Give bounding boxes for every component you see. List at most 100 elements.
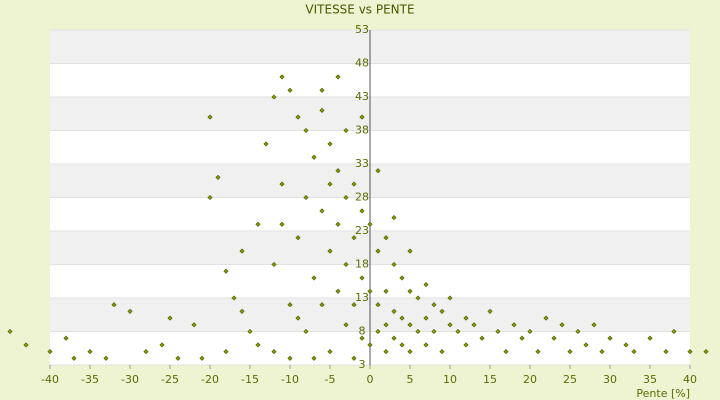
point — [343, 261, 349, 268]
point — [279, 221, 285, 227]
point — [399, 315, 405, 321]
y-tick-label: 53 — [355, 23, 369, 36]
x-tick-label: 5 — [407, 373, 414, 386]
y-tick-label: 18 — [355, 258, 369, 271]
point — [543, 315, 549, 321]
point — [343, 194, 349, 201]
y-tick-label: 13 — [355, 291, 369, 304]
point — [255, 342, 261, 348]
x-tick-label: -10 — [281, 373, 299, 386]
point — [391, 261, 397, 268]
point — [479, 335, 485, 341]
point — [463, 342, 469, 348]
point — [327, 181, 333, 187]
point — [503, 349, 509, 355]
point — [247, 328, 253, 335]
point — [391, 308, 397, 314]
point — [663, 349, 669, 355]
point — [351, 355, 357, 361]
point — [567, 349, 573, 355]
x-tick-label: 25 — [563, 373, 577, 386]
point — [631, 349, 637, 355]
point — [207, 114, 213, 120]
point — [223, 349, 229, 355]
point — [439, 308, 445, 314]
point — [343, 127, 349, 134]
point — [239, 248, 245, 254]
y-tick-label: 8 — [359, 325, 366, 338]
point — [279, 74, 285, 80]
point — [287, 302, 293, 308]
point — [335, 288, 341, 294]
x-axis-label: Pente [%] — [636, 387, 690, 400]
point — [407, 248, 413, 254]
point — [303, 194, 309, 201]
x-tick-label: 10 — [443, 373, 457, 386]
point — [487, 308, 493, 314]
point — [391, 335, 397, 341]
point — [407, 322, 413, 328]
y-tick-label: 3 — [359, 358, 366, 371]
x-tick-label: -35 — [81, 373, 99, 386]
point — [367, 221, 373, 227]
point — [295, 235, 301, 241]
point — [391, 215, 397, 221]
point — [407, 288, 413, 294]
point — [239, 308, 245, 314]
x-tick-label: 35 — [643, 373, 657, 386]
point — [143, 349, 149, 355]
point — [295, 114, 301, 120]
x-tick-label: -20 — [201, 373, 219, 386]
point — [415, 295, 421, 301]
point — [359, 335, 365, 341]
y-tick-label: 28 — [355, 191, 369, 204]
point — [559, 322, 565, 328]
point — [375, 302, 381, 308]
point — [423, 282, 429, 288]
x-tick-label: -30 — [121, 373, 139, 386]
y-tick-label: 48 — [355, 57, 369, 70]
point — [367, 288, 373, 294]
point — [103, 355, 109, 361]
point — [279, 181, 285, 187]
point — [471, 322, 477, 328]
point — [343, 322, 349, 328]
point — [375, 168, 381, 174]
point — [319, 107, 325, 113]
point — [383, 235, 389, 241]
point — [599, 349, 605, 355]
x-tick-label: 0 — [367, 373, 374, 386]
point — [367, 342, 373, 348]
point — [23, 342, 29, 348]
point — [87, 349, 93, 355]
point — [263, 141, 269, 147]
point — [551, 335, 557, 341]
point — [287, 87, 293, 93]
point — [47, 349, 53, 355]
point — [351, 181, 357, 187]
point — [359, 114, 365, 120]
y-tick-label: 23 — [355, 224, 369, 237]
point — [175, 355, 181, 361]
point — [231, 295, 237, 301]
x-tick-label: -5 — [325, 373, 336, 386]
point — [287, 355, 293, 361]
point — [359, 275, 365, 281]
point — [327, 248, 333, 254]
point — [575, 328, 581, 335]
y-tick-label: 38 — [355, 124, 369, 137]
point — [127, 308, 133, 314]
point — [463, 315, 469, 321]
point — [399, 275, 405, 281]
point — [319, 302, 325, 308]
point — [447, 295, 453, 301]
point — [607, 335, 613, 341]
point — [351, 302, 357, 308]
point — [215, 174, 221, 180]
point — [311, 154, 317, 160]
x-tick-label: -15 — [241, 373, 259, 386]
point — [303, 328, 309, 335]
point — [527, 328, 533, 335]
x-tick-label: 20 — [523, 373, 537, 386]
